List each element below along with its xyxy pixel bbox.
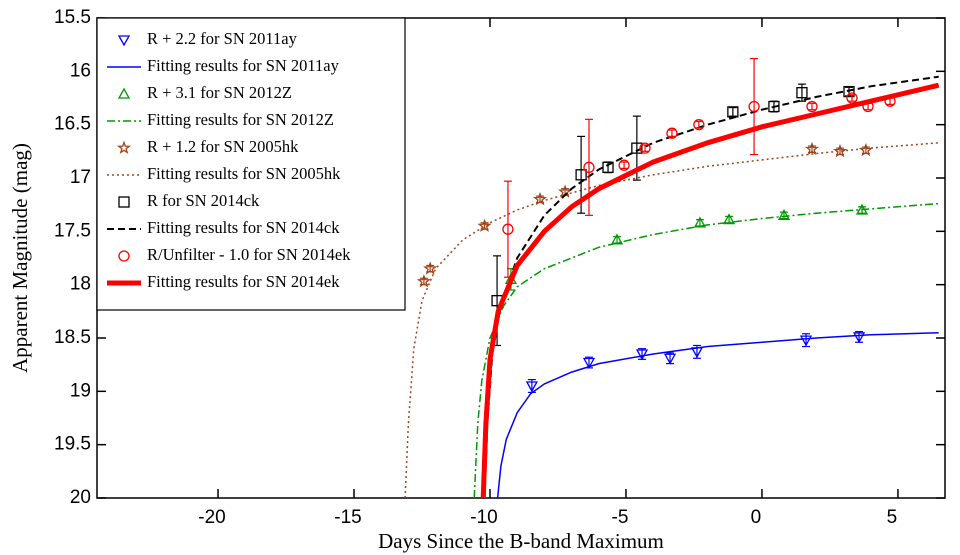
data-point bbox=[843, 85, 855, 98]
y-tick-label: 16.5 bbox=[54, 114, 91, 135]
data-point bbox=[416, 274, 431, 288]
data-point bbox=[693, 216, 707, 228]
x-tick-label: -15 bbox=[334, 507, 361, 528]
data-point bbox=[583, 161, 595, 173]
data-point bbox=[618, 159, 630, 171]
error-bar bbox=[503, 180, 512, 278]
legend-label: R/Unfilter - 1.0 for SN 2014ek bbox=[147, 245, 351, 264]
legend-label: Fitting results for SN 2014ek bbox=[147, 272, 340, 291]
x-tick-label: -10 bbox=[470, 507, 497, 528]
x-tick-label: 5 bbox=[887, 507, 898, 528]
data-point bbox=[635, 349, 649, 361]
error-bar bbox=[728, 106, 737, 117]
legend-label: Fitting results for SN 2014ck bbox=[147, 218, 340, 237]
y-tick-label: 19.5 bbox=[54, 434, 91, 455]
y-tick-label: 17 bbox=[70, 167, 91, 188]
x-tick-label: -20 bbox=[198, 507, 225, 528]
data-point bbox=[663, 353, 677, 365]
fit-line bbox=[480, 82, 940, 498]
error-bar bbox=[779, 211, 788, 220]
legend-label: Fitting results for SN 2011ay bbox=[147, 56, 340, 75]
data-point bbox=[693, 119, 705, 131]
error-bar bbox=[667, 129, 676, 137]
x-tick-label: -5 bbox=[612, 507, 629, 528]
y-tick-label: 20 bbox=[70, 487, 91, 508]
x-axis-label: Days Since the B-band Maximum bbox=[378, 529, 664, 553]
y-tick-label: 18 bbox=[70, 274, 91, 295]
legend-label: R + 3.1 for SN 2012Z bbox=[147, 83, 292, 102]
data-point bbox=[799, 335, 813, 347]
data-point bbox=[423, 261, 438, 275]
legend-marker bbox=[118, 196, 130, 208]
legend-label: Fitting results for SN 2012Z bbox=[147, 110, 334, 129]
plot-area bbox=[404, 57, 940, 498]
fit-line bbox=[496, 331, 939, 498]
y-axis-label: Apparent Magnitude (mag) bbox=[8, 143, 32, 373]
y-tick-label: 17.5 bbox=[54, 220, 91, 241]
data-point bbox=[748, 100, 760, 113]
legend-marker bbox=[116, 140, 132, 154]
error-bar bbox=[620, 161, 629, 169]
data-point bbox=[852, 332, 866, 344]
y-tick-label: 15.5 bbox=[54, 7, 91, 28]
data-point bbox=[502, 223, 514, 235]
data-point bbox=[525, 381, 538, 393]
error-bar bbox=[808, 102, 817, 111]
error-bar bbox=[641, 144, 650, 152]
legend-label: R + 1.2 for SN 2005hk bbox=[147, 137, 299, 156]
data-point bbox=[846, 92, 858, 104]
data-point bbox=[610, 233, 624, 245]
data-point bbox=[722, 213, 736, 225]
error-bar bbox=[847, 94, 856, 102]
data-point bbox=[602, 161, 614, 173]
legend-marker bbox=[118, 250, 130, 262]
legend-marker bbox=[117, 35, 131, 47]
data-point bbox=[804, 141, 820, 156]
data-point bbox=[806, 100, 818, 113]
legend-marker bbox=[117, 87, 131, 99]
data-point bbox=[666, 127, 678, 139]
data-point bbox=[768, 100, 780, 113]
y-tick-label: 19 bbox=[70, 380, 91, 401]
error-bar bbox=[750, 57, 759, 156]
data-point bbox=[832, 143, 848, 158]
fit-line bbox=[473, 202, 939, 498]
data-point bbox=[582, 357, 596, 369]
data-point bbox=[532, 191, 548, 206]
data-point bbox=[796, 87, 808, 99]
y-tick-label: 18.5 bbox=[54, 327, 91, 348]
data-point bbox=[777, 208, 791, 220]
x-tick-label: 0 bbox=[751, 507, 762, 528]
error-bar bbox=[694, 120, 703, 129]
data-point bbox=[477, 218, 492, 232]
legend-label: R for SN 2014ck bbox=[147, 191, 260, 210]
legend-box bbox=[96, 17, 406, 311]
y-tick-label: 16 bbox=[70, 60, 91, 81]
error-bar bbox=[584, 118, 593, 216]
legend-label: R + 2.2 for SN 2011ay bbox=[147, 29, 298, 48]
data-point bbox=[575, 169, 587, 181]
data-point bbox=[639, 142, 651, 154]
legend-label: Fitting results for SN 2005hk bbox=[147, 164, 341, 183]
